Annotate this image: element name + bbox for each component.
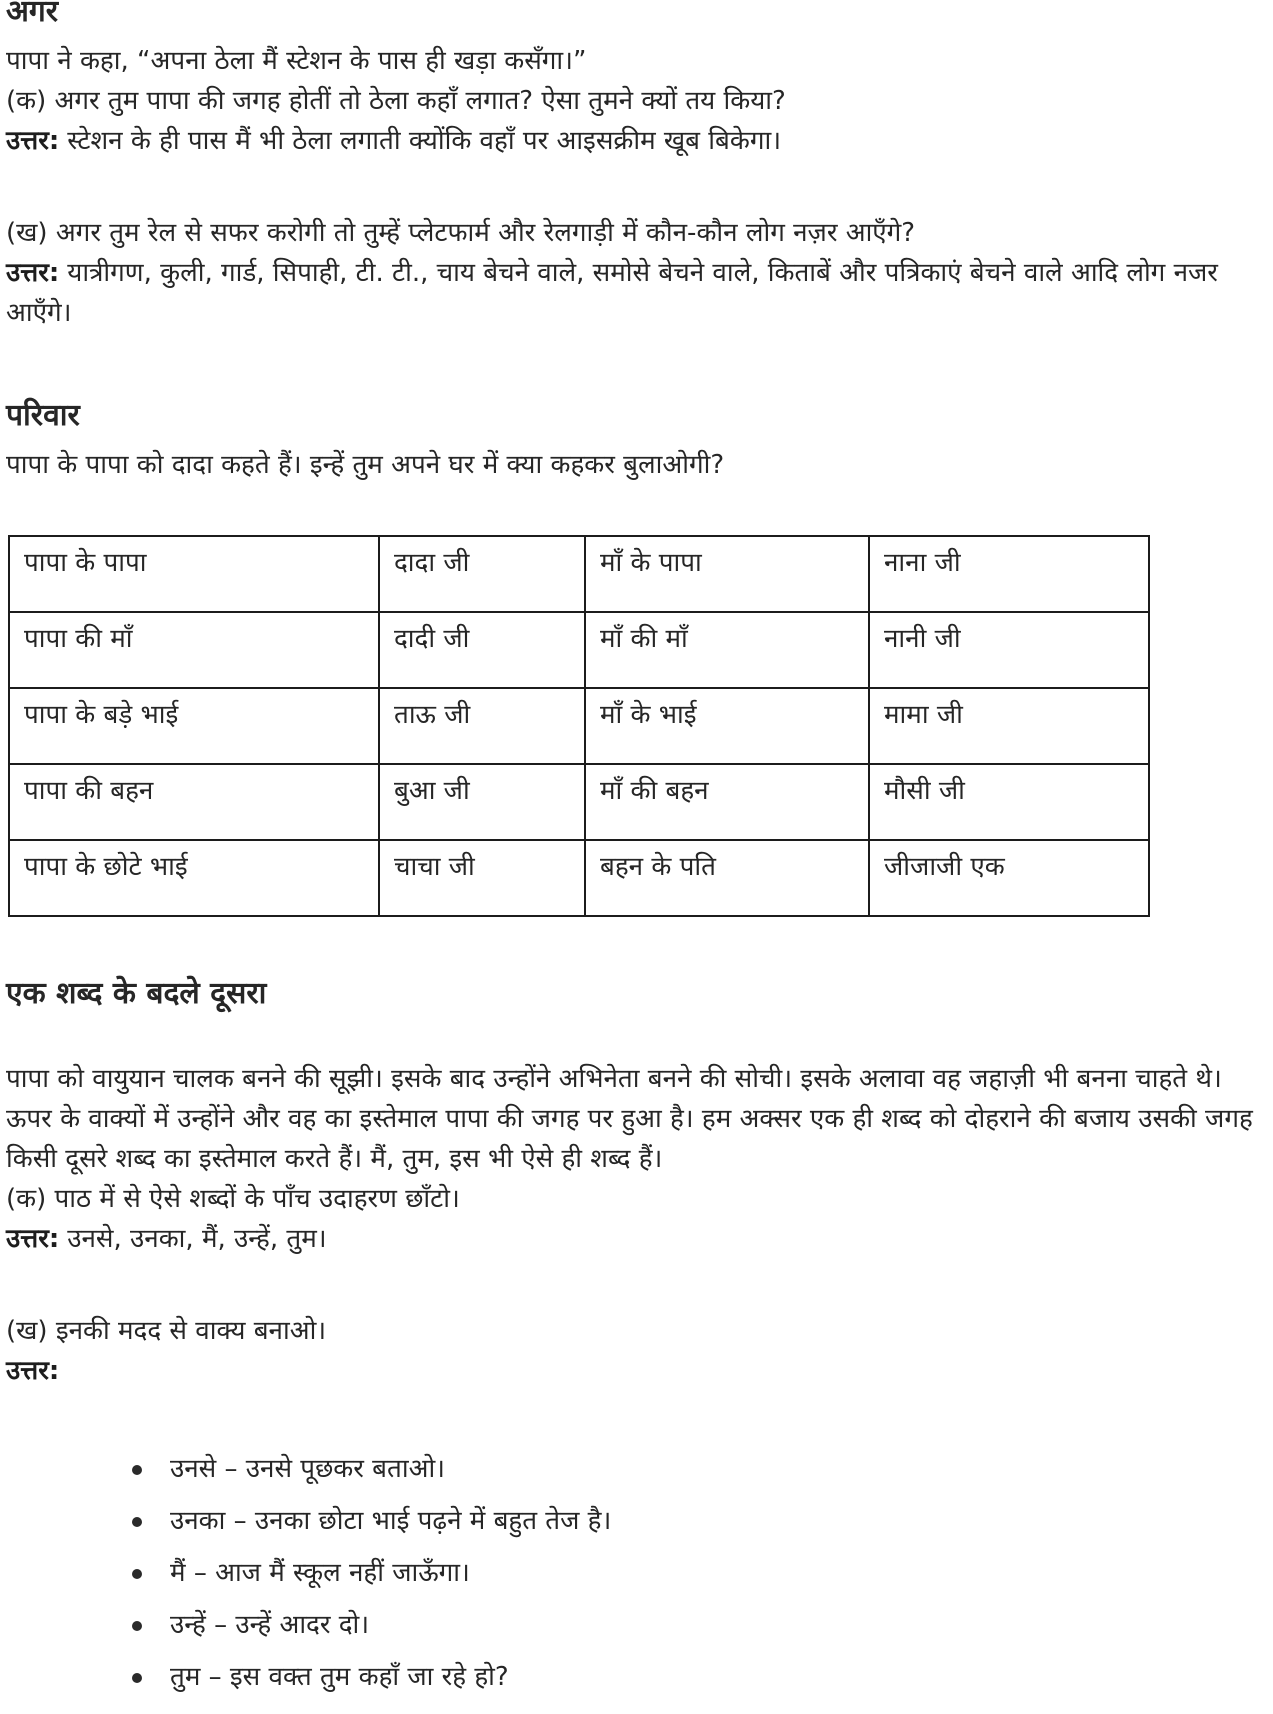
example-sentence-list: उनसे – उनसे पूछकर बताओ। उनका – उनका छोटा… xyxy=(6,1449,1257,1697)
table-cell: पापा की बहन xyxy=(8,763,380,841)
ek-shabd-question-ka: (क) पाठ में से ऐसे शब्दों के पाँच उदाहरण… xyxy=(6,1184,460,1214)
section-heading-agar: अगर xyxy=(6,0,59,29)
agar-answer-kha-text: यात्रीगण, कुली, गार्ड, सिपाही, टी. टी., … xyxy=(6,258,1218,328)
table-cell: माँ की माँ xyxy=(584,611,870,689)
list-item-text: मैं – आज मैं स्कूल नहीं जाऊँगा। xyxy=(170,1558,470,1588)
table-row: पापा के छोटे भाई चाचा जी बहन के पति जीजा… xyxy=(8,839,1150,917)
table-cell: ताऊ जी xyxy=(378,687,586,765)
table-cell: मौसी जी xyxy=(868,763,1150,841)
answer-label: उत्तर: xyxy=(6,258,60,288)
table-row: पापा की माँ दादी जी माँ की माँ नानी जी xyxy=(8,611,1150,689)
section-heading-ek-shabd: एक शब्द के बदले दूसरा xyxy=(6,976,267,1011)
bullet-icon xyxy=(132,1673,142,1683)
family-relations-table: पापा के पापा दादा जी माँ के पापा नाना जी… xyxy=(8,535,1150,917)
table-cell: मामा जी xyxy=(868,687,1150,765)
table-cell: पापा के बड़े भाई xyxy=(8,687,380,765)
table-cell: चाचा जी xyxy=(378,839,586,917)
table-cell: जीजाजी एक xyxy=(868,839,1150,917)
agar-answer-ka-text: स्टेशन के ही पास मैं भी ठेला लगाती क्यों… xyxy=(67,126,782,156)
ek-shabd-para1: पापा को वायुयान चालक बनने की सूझी। इसके … xyxy=(6,1064,1222,1094)
ek-shabd-answer-ka: उत्तर: उनसे, उनका, मैं, उन्हें, तुम। xyxy=(6,1219,1257,1259)
bullet-icon xyxy=(132,1517,142,1527)
list-item: उनका – उनका छोटा भाई पढ़ने में बहुत तेज … xyxy=(126,1501,1257,1541)
answer-label: उत्तर: xyxy=(6,126,60,156)
agar-answer-ka: उत्तर: स्टेशन के ही पास मैं भी ठेला लगाती… xyxy=(6,121,1257,161)
bullet-icon xyxy=(132,1465,142,1475)
table-cell: पापा के छोटे भाई xyxy=(8,839,380,917)
list-item: मैं – आज मैं स्कूल नहीं जाऊँगा। xyxy=(126,1553,1257,1593)
list-item: तुम – इस वक्त तुम कहाँ जा रहे हो? xyxy=(126,1657,1257,1697)
answer-label: उत्तर: xyxy=(6,1224,60,1254)
list-item-text: उनका – उनका छोटा भाई पढ़ने में बहुत तेज … xyxy=(170,1506,612,1536)
table-cell: माँ के भाई xyxy=(584,687,870,765)
parivar-intro: पापा के पापा को दादा कहते हैं। इन्हें तु… xyxy=(6,450,725,480)
list-item-text: तुम – इस वक्त तुम कहाँ जा रहे हो? xyxy=(170,1662,509,1692)
list-item-text: उनसे – उनसे पूछकर बताओ। xyxy=(170,1454,446,1484)
ek-shabd-question-kha: (ख) इनकी मदद से वाक्य बनाओ। xyxy=(6,1316,327,1346)
table-cell: माँ के पापा xyxy=(584,535,870,613)
table-cell: पापा की माँ xyxy=(8,611,380,689)
table-cell: बहन के पति xyxy=(584,839,870,917)
table-cell: नानी जी xyxy=(868,611,1150,689)
table-row: पापा के बड़े भाई ताऊ जी माँ के भाई मामा … xyxy=(8,687,1150,765)
agar-question-ka: (क) अगर तुम पापा की जगह होतीं तो ठेला कह… xyxy=(6,86,786,116)
answer-label: उत्तर: xyxy=(6,1356,60,1386)
table-cell: पापा के पापा xyxy=(8,535,380,613)
list-item-text: उन्हें – उन्हें आदर दो। xyxy=(170,1610,370,1640)
table-row: पापा की बहन बुआ जी माँ की बहन मौसी जी xyxy=(8,763,1150,841)
list-item: उनसे – उनसे पूछकर बताओ। xyxy=(126,1449,1257,1489)
ek-shabd-para2: ऊपर के वाक्यों में उन्होंने और वह का इस्… xyxy=(6,1104,1253,1174)
table-cell: दादी जी xyxy=(378,611,586,689)
ek-shabd-answer-ka-text: उनसे, उनका, मैं, उन्हें, तुम। xyxy=(67,1224,327,1254)
table-cell: बुआ जी xyxy=(378,763,586,841)
agar-answer-kha: उत्तर: यात्रीगण, कुली, गार्ड, सिपाही, टी.… xyxy=(6,253,1257,333)
ek-shabd-answer-kha-label: उत्तर: xyxy=(6,1351,1257,1391)
agar-question-kha: (ख) अगर तुम रेल से सफर करोगी तो तुम्हें … xyxy=(6,218,916,248)
table-row: पापा के पापा दादा जी माँ के पापा नाना जी xyxy=(8,535,1150,613)
bullet-icon xyxy=(132,1569,142,1579)
table-cell: नाना जी xyxy=(868,535,1150,613)
table-cell: माँ की बहन xyxy=(584,763,870,841)
bullet-icon xyxy=(132,1621,142,1631)
section-heading-parivar: परिवार xyxy=(6,398,80,433)
table-cell: दादा जी xyxy=(378,535,586,613)
agar-quote-line: पापा ने कहा, “अपना ठेला मैं स्टेशन के पा… xyxy=(6,46,587,76)
list-item: उन्हें – उन्हें आदर दो। xyxy=(126,1605,1257,1645)
